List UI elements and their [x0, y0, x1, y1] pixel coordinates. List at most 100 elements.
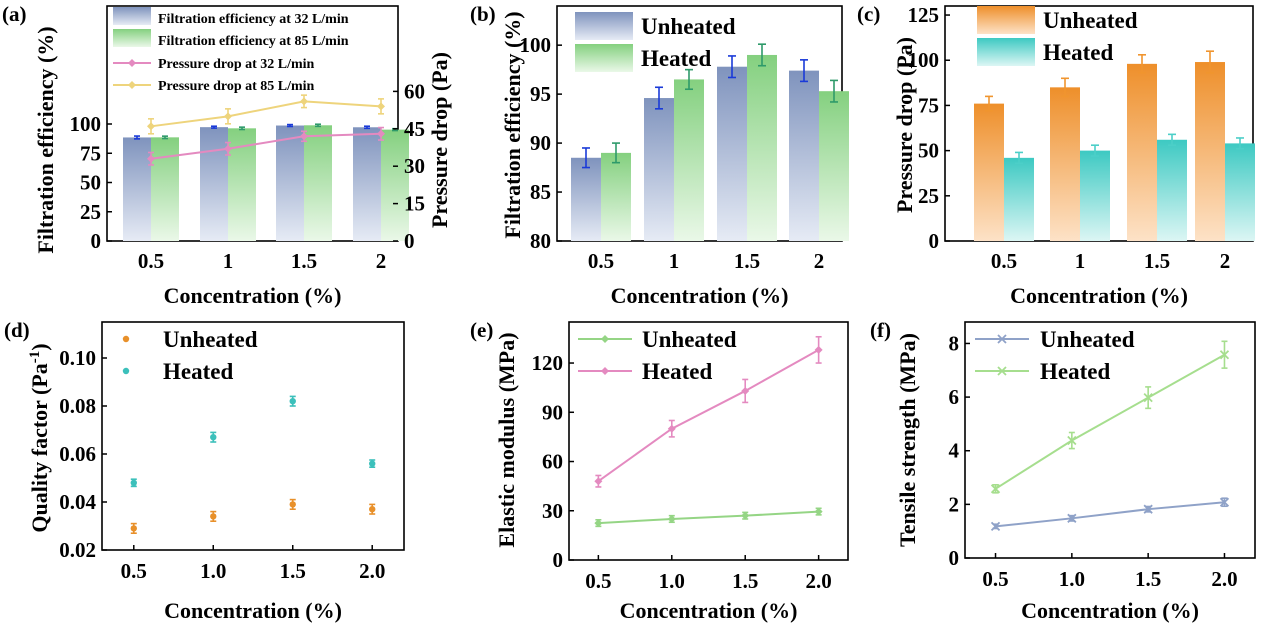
x-tick-label: 1: [1075, 249, 1086, 273]
data-point: [224, 112, 232, 121]
y-tick-label: 15: [404, 192, 425, 216]
panel-label: (a): [2, 2, 27, 26]
y-tick-label: 25: [80, 200, 101, 224]
data-point: [601, 367, 609, 375]
legend-label: Unheated: [642, 327, 737, 352]
y-tick-label: 0.06: [59, 442, 96, 466]
legend-swatch: [575, 44, 633, 72]
y-axis-title: Pressure drop (Pa): [892, 37, 917, 213]
panel-label: (d): [4, 318, 30, 342]
bar: [123, 137, 151, 241]
data-point: [300, 97, 308, 106]
panel-label: (b): [470, 2, 496, 26]
y-tick-label: 0.04: [59, 490, 96, 514]
x-tick-label: 0.5: [121, 559, 147, 583]
panel-f: 0 2 4 6 8 0.5 1.0 1.5 2.0 Concentration (%) Tensil…: [870, 318, 1256, 623]
y-tick-label: 95: [530, 82, 551, 106]
y-axis-title: Filtration efficiency (%): [33, 26, 58, 253]
bar: [819, 91, 849, 241]
data-point: [289, 501, 296, 508]
legend-label: Heated: [1040, 359, 1110, 384]
x-tick-label: 2: [376, 249, 387, 273]
x-tick-label: 0.5: [585, 569, 611, 593]
x-tick-label: 2: [814, 249, 825, 273]
x-tick-label: 1.5: [732, 569, 758, 593]
bar: [1157, 139, 1187, 241]
data-point: [369, 506, 376, 513]
x-tick-label: 0.5: [982, 567, 1008, 591]
data-point: [741, 511, 750, 520]
bar: [151, 137, 179, 241]
y-tick-label: 6: [949, 385, 960, 409]
x-tick-label: 1: [669, 249, 680, 273]
x-tick-label: 0.5: [991, 249, 1017, 273]
series-line: [150, 132, 382, 160]
x-axis-title: Concentration (%): [611, 283, 789, 308]
data-point: [289, 398, 296, 405]
y-tick-label: 90: [530, 131, 551, 155]
y-axis-title-sup: -1: [27, 351, 43, 364]
legend-label: Filtration efficiency at 85 L/min: [158, 34, 349, 49]
y-tick-label: 30: [542, 499, 563, 523]
x-axis-title: Concentration (%): [164, 283, 342, 308]
data-point: [130, 479, 137, 486]
data-point: [377, 102, 385, 111]
x-tick-label: 2: [1220, 249, 1231, 273]
x-tick-label: 1.5: [280, 559, 306, 583]
y-tick-label: 0: [404, 229, 415, 253]
y-tick-label: 75: [80, 141, 101, 165]
bar: [353, 127, 381, 241]
legend-label: Filtration efficiency at 32 L/min: [158, 12, 349, 27]
panel-b: 80 85 90 95 100 0.5 1 1.5 2 Concentration (%) Filt…: [470, 2, 849, 308]
bar: [974, 103, 1004, 241]
y-tick-label: 0.08: [59, 394, 96, 418]
legend-label: Unheated: [163, 327, 258, 352]
y-axis-title-main: Quality factor (Pa: [27, 363, 52, 532]
legend-swatch: [113, 29, 151, 47]
x-tick-label: 2.0: [1211, 567, 1237, 591]
x-axis-title: Concentration (%): [620, 598, 798, 623]
data-point: [224, 144, 232, 153]
bar: [1195, 62, 1225, 242]
data-point: [594, 477, 603, 486]
y-axis-title-right: Pressure drop (Pa): [427, 52, 452, 228]
data-point: [130, 525, 137, 532]
x-axis-title: Concentration (%): [1010, 283, 1188, 308]
plot-frame: [964, 321, 1256, 559]
data-point: [210, 513, 217, 520]
y-tick-label: 50: [918, 139, 939, 163]
data-point: [377, 129, 385, 138]
x-tick-label: 0.5: [138, 249, 164, 273]
x-tick-label: 1.5: [734, 249, 760, 273]
legend-label: Unheated: [1043, 8, 1138, 33]
panel-d: 0.02 0.04 0.06 0.08 0.10 0.5 1.0 1.5 2.0 Concentr…: [4, 318, 405, 623]
bar: [571, 157, 601, 241]
plot-frame: [568, 321, 849, 561]
data-point: [1143, 392, 1153, 403]
bar: [789, 70, 819, 241]
y-tick-label: 60: [404, 79, 425, 103]
legend-label: Heated: [642, 359, 712, 384]
legend-swatch: [977, 38, 1035, 66]
legend-label: Unheated: [1040, 327, 1135, 352]
panel-label: (e): [470, 318, 493, 342]
legend-swatch: [977, 6, 1035, 34]
y-tick-label: 100: [520, 33, 552, 57]
data-point: [814, 507, 823, 516]
data-point: [128, 59, 136, 67]
bar: [1225, 143, 1255, 241]
legend-label: Pressure drop at 32 L/min: [158, 57, 315, 72]
panel-label: (c): [857, 2, 880, 26]
y-tick-label: 85: [530, 180, 551, 204]
x-tick-label: 1: [223, 249, 234, 273]
x-axis-title: Concentration (%): [1021, 598, 1199, 623]
y-axis-title: Elastic modulus (MPa): [494, 332, 519, 547]
y-tick-label: 100: [908, 48, 940, 72]
y-tick-label: 125: [908, 3, 940, 27]
legend-label: Pressure drop at 85 L/min: [158, 79, 315, 94]
data-point: [300, 132, 308, 141]
y-tick-label: 120: [532, 351, 564, 375]
data-point: [667, 424, 676, 433]
x-tick-label: 1.5: [1135, 567, 1161, 591]
